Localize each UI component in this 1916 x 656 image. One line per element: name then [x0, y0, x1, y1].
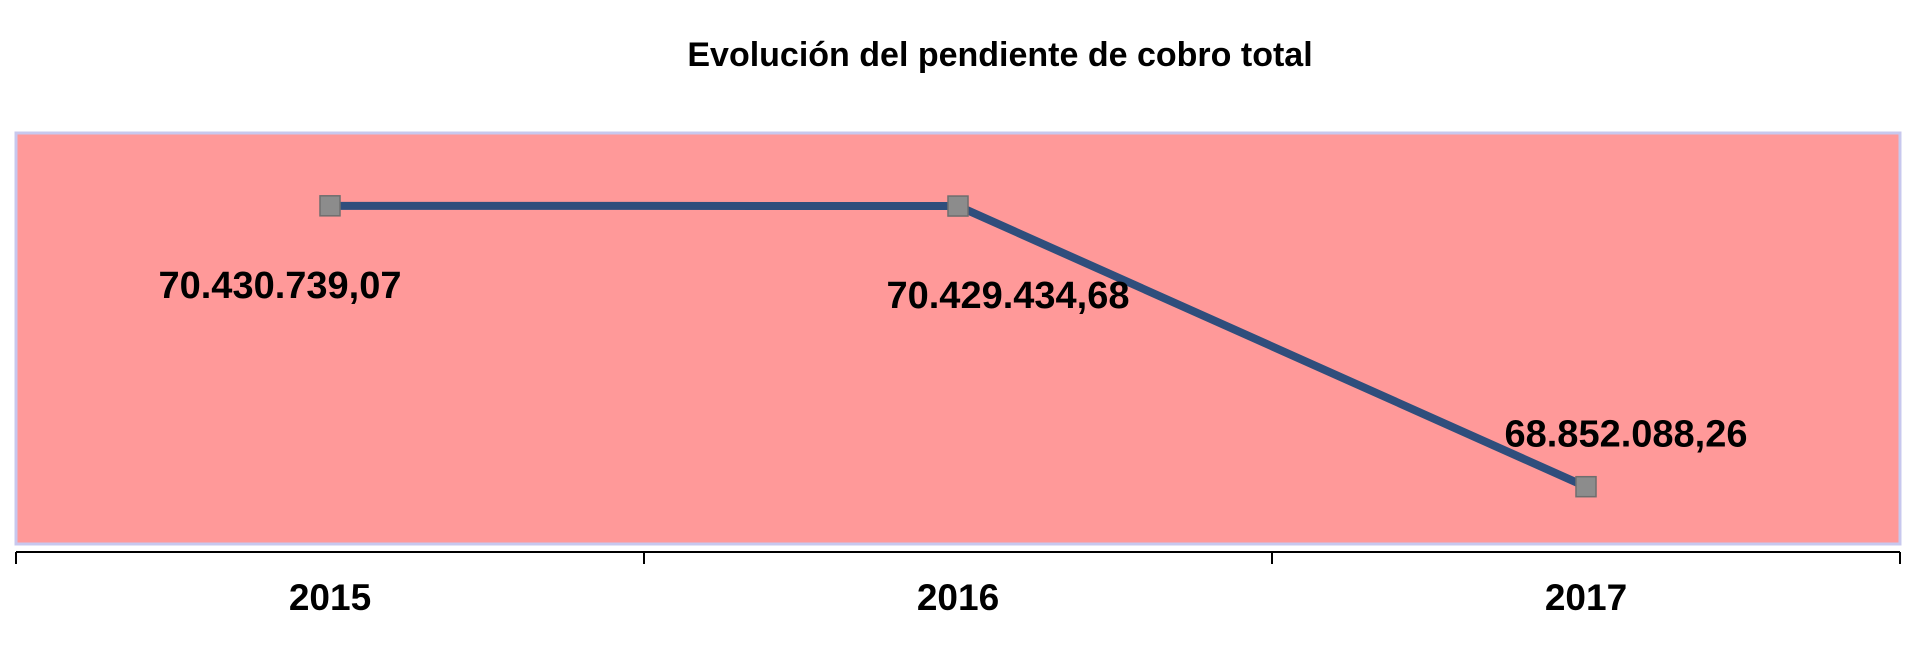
data-label-2016: 70.429.434,68: [886, 275, 1129, 317]
x-tick-label-2016: 2016: [917, 577, 999, 618]
x-axis-ticks: [15, 552, 1901, 564]
x-tick-label-2015: 2015: [289, 577, 371, 618]
series-markers: [319, 195, 1597, 498]
data-label-2017: 68.852.088,26: [1504, 414, 1747, 456]
data-point-2016: [947, 195, 969, 217]
x-tick-label-2017: 2017: [1545, 577, 1627, 618]
x-axis-tick-labels: 2015 2016 2017: [289, 577, 1627, 618]
data-point-2017: [1575, 475, 1597, 498]
data-point-2015: [319, 195, 341, 217]
plot-area: [14, 131, 1902, 546]
chart-title: Evolución del pendiente de cobro total: [687, 36, 1312, 74]
data-labels: 70.430.739,07 70.429.434,68 68.852.088,26: [158, 265, 1747, 456]
data-label-2015: 70.430.739,07: [158, 265, 401, 307]
